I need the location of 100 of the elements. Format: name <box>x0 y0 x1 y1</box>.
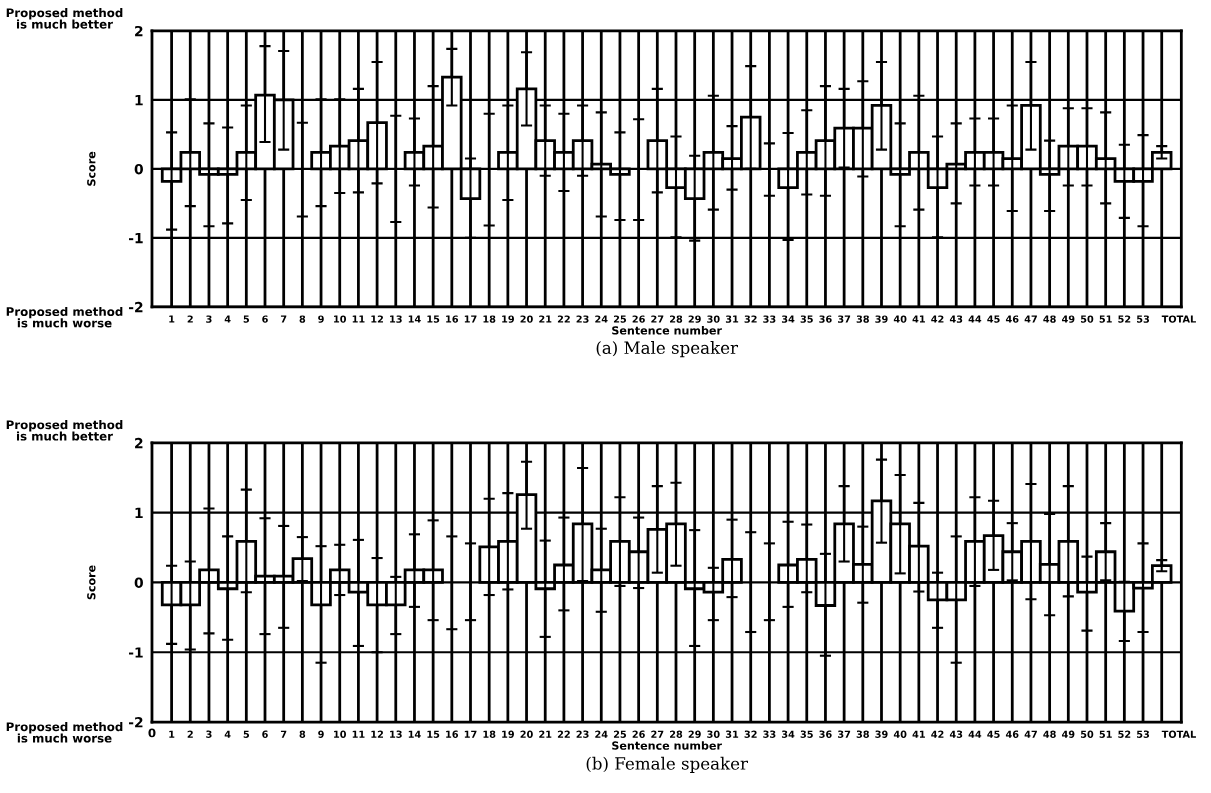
x-tick-label: TOTAL <box>1161 315 1196 323</box>
x-tick-label: 32 <box>744 730 757 738</box>
x-tick-label: 36 <box>819 315 832 323</box>
x-tick-label: 53 <box>1137 730 1150 738</box>
x-tick-label: 43 <box>949 315 963 323</box>
x-tick-label: 33 <box>763 315 776 323</box>
x-tick-label: 50 <box>1080 315 1094 323</box>
x-tick-label: 41 <box>912 730 925 738</box>
x-tick-label: 5 <box>243 315 250 323</box>
x-tick-label: 51 <box>1099 315 1112 323</box>
text: Proposed method is much better <box>6 420 123 441</box>
x-tick-label: 18 <box>483 730 496 738</box>
x-tick-label: 29 <box>688 315 701 323</box>
x-tick-label: 19 <box>502 315 515 323</box>
y-tick-label: -1 <box>128 647 143 658</box>
x-tick-label: 38 <box>856 730 869 738</box>
x-tick-label: 13 <box>390 315 402 323</box>
x-tick-label: 5 <box>243 730 250 738</box>
x-tick-label: 7 <box>280 315 287 323</box>
x-tick-label: 30 <box>707 315 720 323</box>
x-tick-label: 34 <box>781 315 795 323</box>
x-tick-label: 51 <box>1099 730 1112 738</box>
x-tick-label: 29 <box>688 730 701 738</box>
x-tick-label: 27 <box>651 315 664 323</box>
x-tick-label: 7 <box>280 730 287 738</box>
x-tick-label: 14 <box>408 730 421 738</box>
x-tick-label: 2 <box>187 730 193 738</box>
x-tick-label: 4 <box>224 315 231 323</box>
x-tick-label: 10 <box>334 315 347 323</box>
x-tick-label: 20 <box>520 730 533 738</box>
x-tick-label: 43 <box>949 730 963 738</box>
y-tick-label: 2 <box>135 437 143 449</box>
x-tick-label: 17 <box>464 315 477 323</box>
x-tick-label: 28 <box>670 730 683 738</box>
x-tick-label: 42 <box>931 730 944 738</box>
x-tick-label: 25 <box>613 315 627 323</box>
x-tick-label: 21 <box>539 730 552 738</box>
x-tick-label: 48 <box>1043 730 1056 738</box>
x-tick-label: 47 <box>1024 315 1037 323</box>
x-tick-label: 44 <box>968 730 982 738</box>
x-tick-label: 1 <box>169 315 175 323</box>
x-tick-label: 10 <box>334 730 347 738</box>
x-tick-label: 23 <box>576 315 589 323</box>
x-tick-label: 52 <box>1118 730 1131 738</box>
y-tick-label: 1 <box>135 507 143 518</box>
x-tick-label: 32 <box>744 315 757 323</box>
x-tick-label: 21 <box>539 315 552 323</box>
x-tick-label: 30 <box>707 730 720 738</box>
x-tick-label: 9 <box>318 315 324 323</box>
x-tick-label: 22 <box>557 730 570 738</box>
x-tick-label: 3 <box>206 730 212 738</box>
y-axis-title: Score <box>87 565 96 600</box>
x-tick-label: 31 <box>725 315 739 323</box>
x-tick-label: 9 <box>318 730 324 738</box>
x-tick-label: 20 <box>520 315 533 323</box>
x-tick-label: 39 <box>875 315 888 323</box>
x-tick-label: 45 <box>987 730 1000 738</box>
x-tick-label: 8 <box>299 315 306 323</box>
x-tick-label: 50 <box>1080 730 1094 738</box>
x-tick-label: 41 <box>912 315 925 323</box>
y-tick-label: 0 <box>134 577 143 588</box>
x-tick-label: 52 <box>1118 315 1131 323</box>
x-tick-label: 11 <box>352 730 365 738</box>
x-tick-label: 27 <box>651 730 664 738</box>
x-tick-label: 46 <box>1005 315 1019 323</box>
x-tick-label: 22 <box>557 315 570 323</box>
y-tick-label: 2 <box>135 25 143 37</box>
text: 0 <box>148 728 156 738</box>
x-tick-label: 23 <box>576 730 589 738</box>
x-tick-label: 17 <box>464 730 477 738</box>
x-tick-label: 53 <box>1137 315 1150 323</box>
y-tick-label: -2 <box>128 301 143 313</box>
x-tick-label: 12 <box>371 315 384 323</box>
x-tick-label: 8 <box>299 730 306 738</box>
x-tick-label: 49 <box>1061 315 1075 323</box>
x-tick-label: 44 <box>968 315 982 323</box>
x-tick-label: 18 <box>483 315 496 323</box>
y-tick-label: -1 <box>128 233 143 244</box>
x-tick-label: 31 <box>725 730 739 738</box>
y-axis-title: Score <box>87 151 96 186</box>
x-tick-label: 35 <box>800 730 813 738</box>
x-tick-label: 15 <box>427 315 440 323</box>
x-tick-label: 2 <box>187 315 193 323</box>
x-tick-label: 47 <box>1024 730 1037 738</box>
x-tick-label: 35 <box>800 315 813 323</box>
x-tick-label: 33 <box>763 730 776 738</box>
x-tick-label: 40 <box>893 315 907 323</box>
text: Proposed method is much worse <box>6 722 123 743</box>
x-tick-label: 42 <box>931 315 944 323</box>
x-tick-label: 39 <box>875 730 888 738</box>
x-tick-label: 6 <box>262 730 268 738</box>
x-axis-title: Sentence number <box>612 326 722 335</box>
x-tick-label: 14 <box>408 315 421 323</box>
x-tick-label: 26 <box>632 315 645 323</box>
x-tick-label: 16 <box>446 730 459 738</box>
x-tick-label: 49 <box>1061 730 1075 738</box>
x-tick-label: 45 <box>987 315 1000 323</box>
x-axis-title: Sentence number <box>612 741 722 750</box>
text: Proposed method is much better <box>6 8 123 29</box>
x-tick-label: 13 <box>390 730 402 738</box>
